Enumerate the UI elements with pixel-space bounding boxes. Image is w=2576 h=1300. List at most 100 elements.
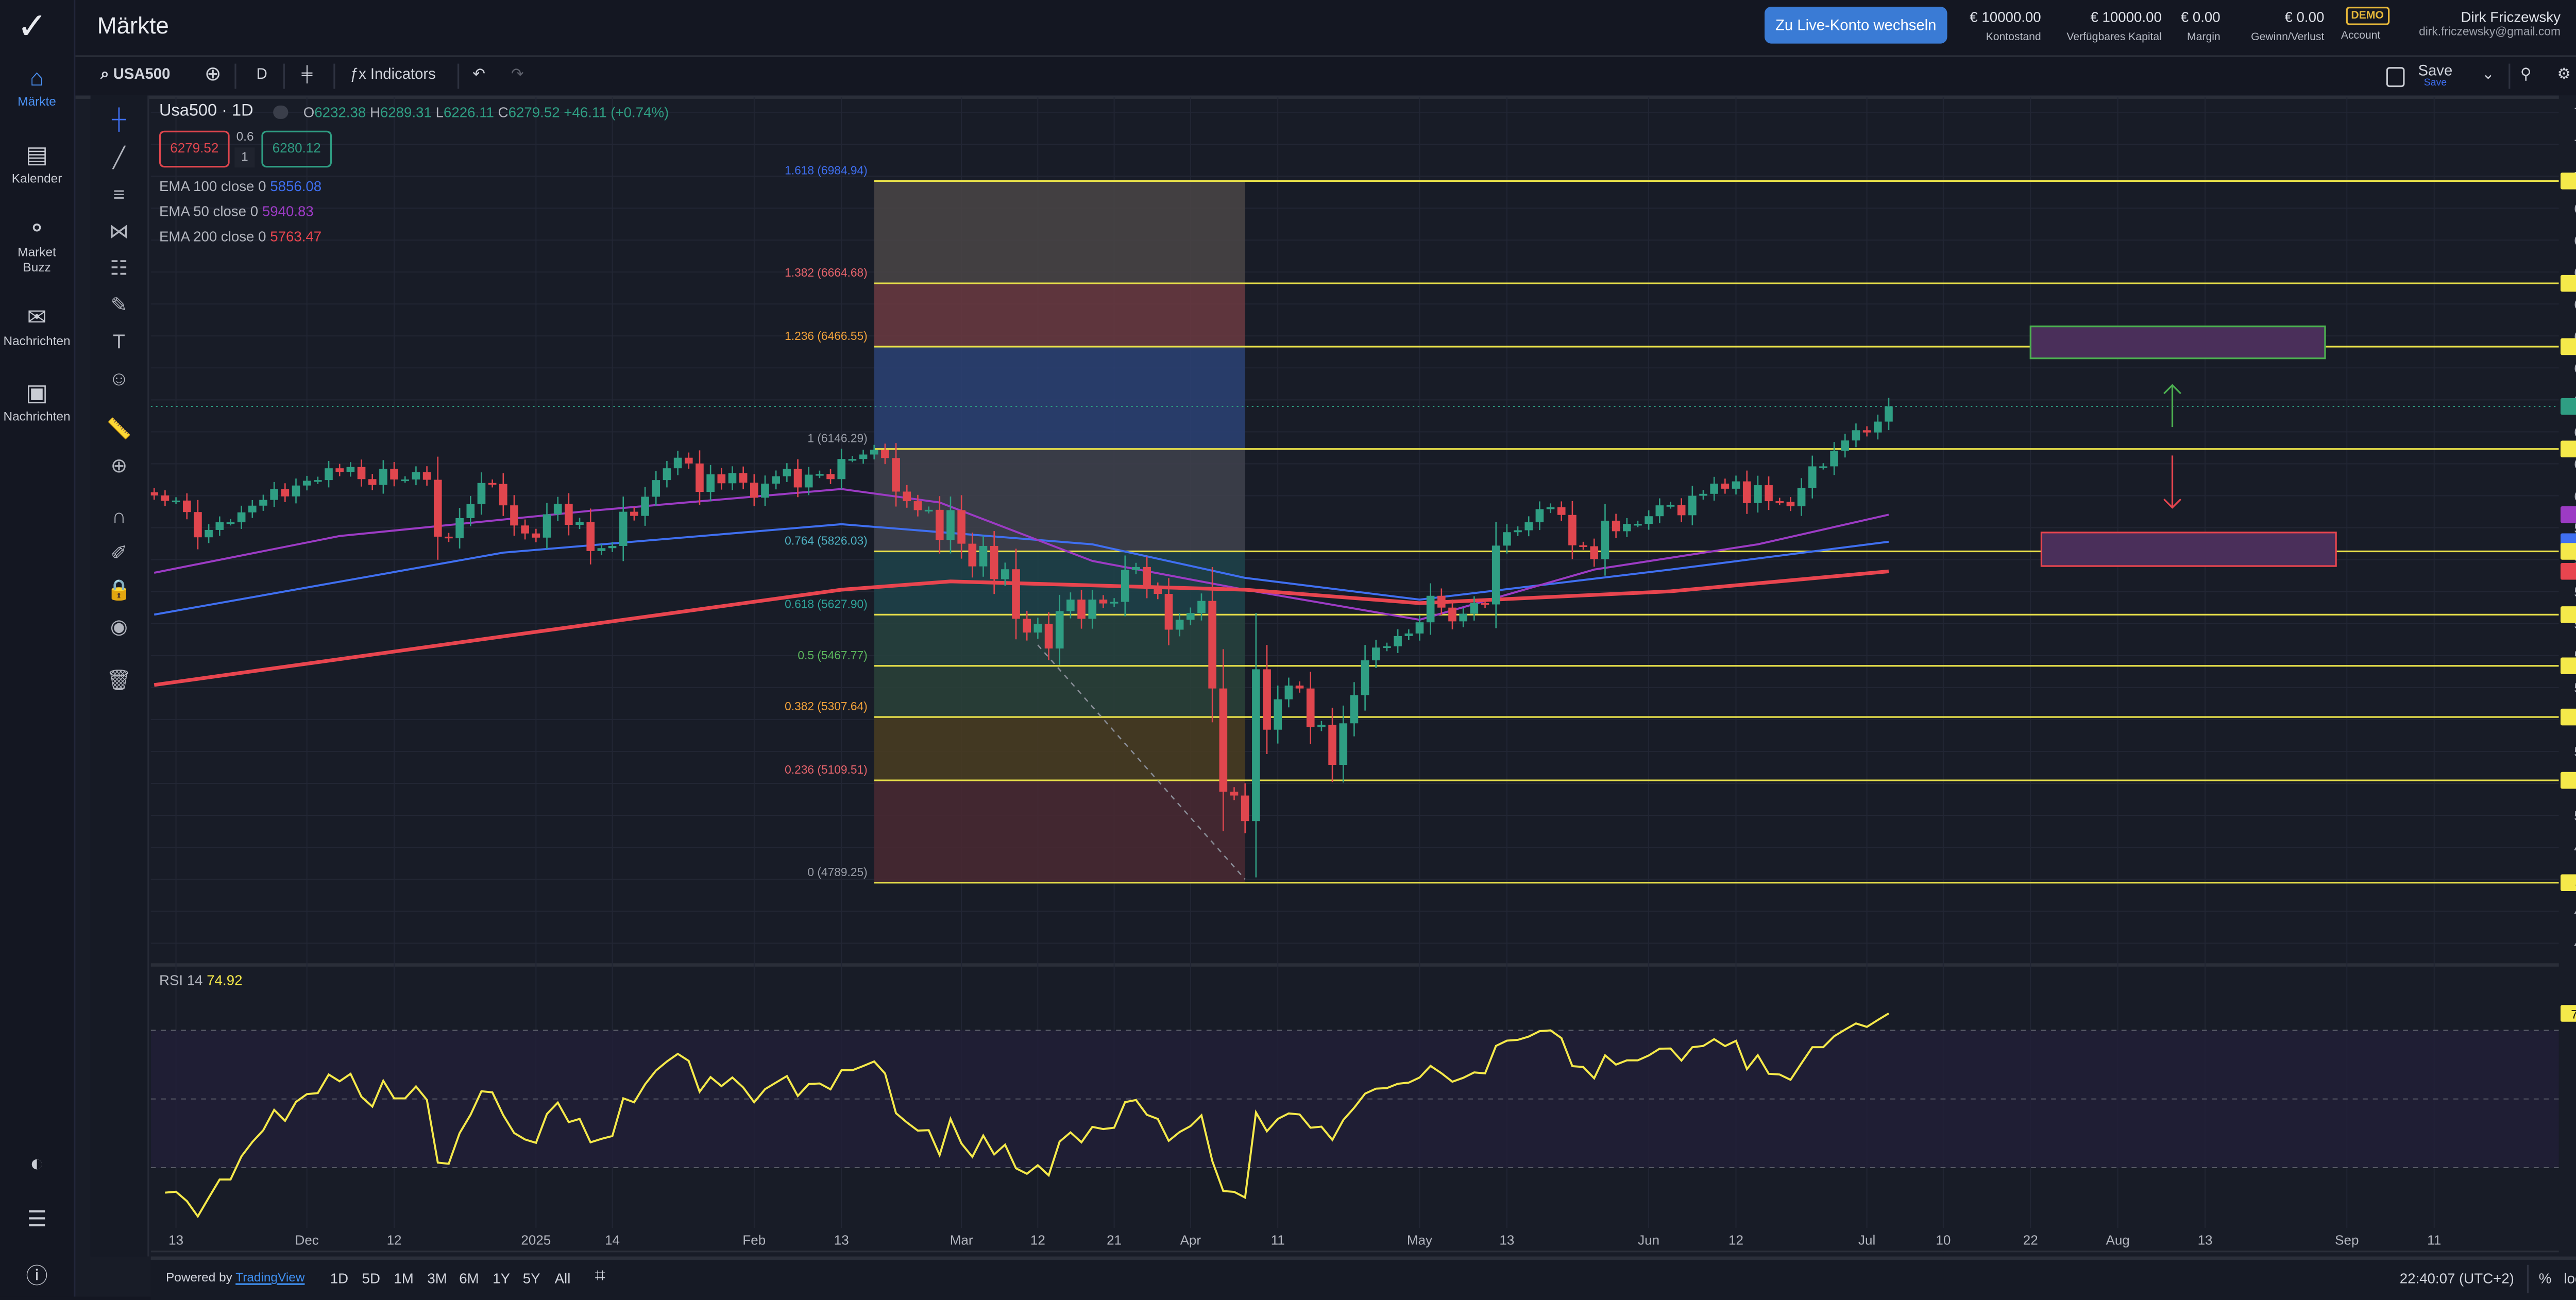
clock[interactable]: 22:40:07 (UTC+2): [2399, 1270, 2514, 1287]
interval-selector[interactable]: D: [256, 65, 267, 82]
sidebar-item-label: Nachrichten: [3, 333, 71, 349]
price-label-bg: [2560, 606, 2576, 623]
lock-drawing-icon[interactable]: ✐: [110, 541, 128, 565]
candle: [1044, 624, 1053, 649]
range-3m[interactable]: 3M: [427, 1270, 447, 1287]
range-6m[interactable]: 6M: [459, 1270, 479, 1287]
candle: [1862, 430, 1871, 433]
buy-button[interactable]: 6280.12: [261, 130, 332, 168]
eye-icon[interactable]: ◉: [110, 614, 128, 639]
candle: [1437, 595, 1446, 608]
range-1y[interactable]: 1Y: [493, 1270, 511, 1287]
text-icon[interactable]: T: [112, 330, 125, 354]
candle: [1514, 530, 1522, 533]
chevron-down-icon[interactable]: ⌄: [2482, 65, 2495, 82]
lock-icon[interactable]: 🔒: [106, 578, 132, 602]
sidebar-item-market-buzz[interactable]: ⚬ Market Buzz: [0, 214, 74, 275]
fib-zone: [874, 717, 1245, 781]
candle: [1187, 613, 1195, 620]
candle: [433, 480, 442, 537]
compare-add-icon[interactable]: ⊕: [204, 62, 222, 85]
candle: [1077, 600, 1086, 619]
contrast-icon[interactable]: ◐: [29, 1149, 44, 1176]
sidebar-item-kalender[interactable]: ▤ Kalender: [0, 141, 74, 186]
help-icon[interactable]: ⓘ: [26, 1263, 48, 1289]
candle: [1099, 600, 1108, 604]
save-button[interactable]: Save Save: [2418, 62, 2453, 89]
candle: [1132, 567, 1140, 570]
trend-line-icon[interactable]: ╱: [113, 145, 125, 169]
candle: [597, 548, 606, 551]
percent-toggle[interactable]: %: [2538, 1270, 2552, 1287]
sliders-icon[interactable]: ☰: [27, 1206, 47, 1231]
emoji-icon[interactable]: ☺: [108, 367, 129, 390]
mail-icon: ✉: [27, 303, 47, 330]
candles-icon[interactable]: ╪: [301, 65, 313, 82]
sidebar-item-maerkte[interactable]: ⌂ Märkte: [0, 64, 74, 109]
gear-icon[interactable]: ⚙: [2557, 65, 2571, 82]
candle: [696, 463, 704, 492]
time-tick-label: Mar: [950, 1233, 973, 1248]
quick-search-icon[interactable]: ⚲: [2520, 65, 2532, 82]
quantity-input[interactable]: 1: [234, 147, 255, 168]
sidebar-item-nachrichten[interactable]: ✉ Nachrichten: [0, 303, 74, 349]
user-name[interactable]: Dirk Friczewsky: [2461, 8, 2561, 25]
projection-icon[interactable]: ☷: [110, 256, 128, 280]
pattern-icon[interactable]: ⋈: [109, 219, 129, 243]
candle: [1252, 669, 1260, 822]
indicators-button[interactable]: ƒx Indicators: [350, 65, 436, 82]
candle: [772, 476, 780, 484]
candle: [1317, 725, 1326, 727]
fib-retracement-icon[interactable]: ≡: [113, 182, 125, 207]
redo-icon[interactable]: ↷: [511, 65, 524, 82]
time-tick-label: 11: [2427, 1233, 2441, 1248]
candle: [1033, 624, 1042, 633]
sell-button[interactable]: 6279.52: [159, 130, 230, 168]
crosshair-icon[interactable]: ┼: [112, 107, 126, 131]
range-1d[interactable]: 1D: [330, 1270, 349, 1287]
candle: [728, 473, 737, 484]
symbol-search[interactable]: ⌕ USA500: [100, 65, 171, 82]
candle: [1088, 600, 1097, 619]
range-5y[interactable]: 5Y: [522, 1270, 540, 1287]
trash-icon[interactable]: 🗑: [106, 668, 132, 692]
range-all[interactable]: All: [554, 1270, 571, 1287]
switch-live-account-button[interactable]: Zu Live-Konto wechseln: [1764, 7, 1947, 44]
range-1m[interactable]: 1M: [394, 1270, 414, 1287]
rsi-line: [165, 1012, 1889, 1219]
magnet-icon[interactable]: ∩: [111, 504, 126, 528]
ruler-icon[interactable]: 📏: [106, 417, 132, 441]
candle: [1677, 505, 1686, 516]
candle: [881, 450, 889, 458]
goto-date-icon[interactable]: ⌗: [595, 1266, 605, 1287]
page-title: Märkte: [97, 11, 169, 39]
tradingview-link[interactable]: TradingView: [235, 1270, 305, 1285]
fib-zone: [874, 665, 1245, 717]
candle: [565, 504, 573, 525]
candle: [783, 469, 791, 476]
layout-icon[interactable]: [2386, 67, 2405, 88]
candle: [1568, 515, 1577, 545]
bottom-bar: Powered by TradingView 1D 5D 1M 3M 6M 1Y…: [150, 1256, 2576, 1300]
time-tick-label: Jun: [1638, 1233, 1659, 1248]
candle: [1655, 505, 1664, 517]
candle: [1415, 622, 1424, 634]
brush-icon[interactable]: ✎: [110, 293, 128, 317]
candle: [1284, 686, 1293, 699]
undo-icon[interactable]: ↶: [472, 65, 485, 82]
candle: [935, 509, 944, 540]
candle: [1470, 603, 1479, 614]
zoom-in-icon[interactable]: ⊕: [110, 454, 128, 477]
range-5d[interactable]: 5D: [362, 1270, 380, 1287]
log-toggle[interactable]: log: [2564, 1270, 2576, 1287]
candle: [1742, 481, 1751, 503]
trend-line-drawing: [1037, 644, 1246, 880]
candle: [859, 454, 868, 459]
sidebar-item-nachrichten-2[interactable]: ▣ Nachrichten: [0, 379, 74, 424]
candle: [1241, 795, 1249, 822]
fib-level-label: 0.5 (5467.77): [798, 648, 867, 662]
candle: [816, 474, 824, 476]
candle: [1546, 507, 1555, 509]
price-tick-label: 5900.00: [2574, 520, 2576, 536]
